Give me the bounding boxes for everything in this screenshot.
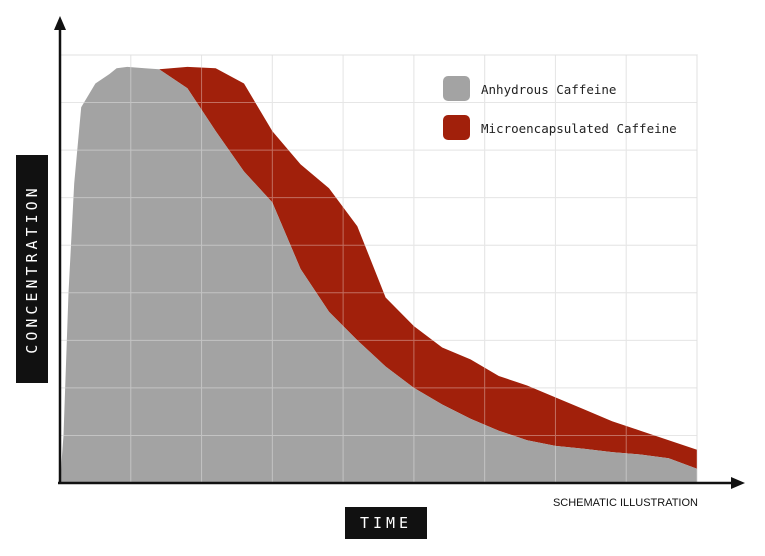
x-axis-label: TIME (359, 514, 413, 532)
series-areas (59, 54, 698, 484)
axes (54, 16, 745, 489)
y-axis-label: CONCENTRATION (23, 184, 41, 354)
legend-swatch-microencapsulated (443, 115, 470, 140)
y-axis-arrow-icon (54, 16, 66, 30)
area-microencapsulated-caffeine (159, 66, 698, 469)
legend: Anhydrous Caffeine Microencapsulated Caf… (443, 76, 677, 140)
y-axis-label-box (16, 155, 48, 383)
area-anhydrous-caffeine (60, 66, 697, 484)
legend-label-anhydrous: Anhydrous Caffeine (481, 82, 616, 97)
legend-swatch-anhydrous (443, 76, 470, 101)
x-axis-arrow-icon (731, 477, 745, 489)
x-axis-label-box: TIME (345, 507, 427, 539)
schematic-note: SCHEMATIC ILLUSTRATION (552, 497, 698, 509)
legend-label-microencapsulated: Microencapsulated Caffeine (481, 121, 677, 136)
